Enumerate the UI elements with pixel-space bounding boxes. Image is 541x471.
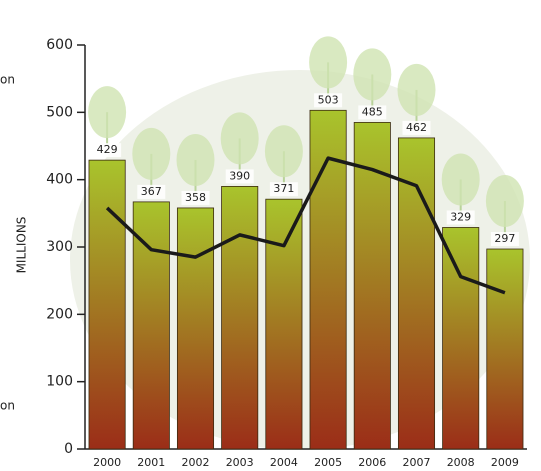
value-label-bg: [314, 93, 343, 108]
y-tick-label: 100: [46, 374, 73, 390]
y-tick-label: 500: [46, 104, 73, 120]
bar: [221, 185, 259, 450]
tree-crown: [132, 127, 171, 180]
bar: [353, 122, 391, 450]
value-label: 485: [362, 105, 383, 118]
bar: [397, 137, 436, 450]
value-label: 358: [185, 191, 206, 204]
value-label-bg: [225, 169, 254, 184]
value-label: 462: [406, 121, 427, 134]
value-label: 367: [141, 185, 162, 198]
tree-crown: [441, 153, 480, 206]
bar: [486, 248, 524, 450]
value-label-bg: [358, 105, 387, 120]
x-tick-label: 2009: [491, 456, 519, 469]
value-label-bg: [181, 190, 210, 205]
tree-crown: [264, 125, 303, 178]
y-tick-label: 200: [46, 306, 73, 322]
y-axis-label: MILLIONS: [15, 217, 29, 274]
x-tick-label: 2006: [358, 456, 386, 469]
bar: [309, 109, 347, 450]
value-label: 429: [97, 143, 118, 156]
tree-crown: [176, 133, 215, 186]
bar: [176, 207, 215, 450]
tree-crown: [88, 86, 127, 139]
value-label: 390: [229, 169, 250, 182]
annotation: on: [0, 73, 15, 87]
y-tick-label: 0: [64, 441, 73, 457]
x-tick-label: 2007: [403, 456, 431, 469]
x-tick-label: 2002: [182, 456, 210, 469]
x-tick-label: 2001: [137, 456, 165, 469]
x-tick-label: 2003: [226, 456, 254, 469]
value-label: 371: [273, 182, 294, 195]
bar: [265, 198, 303, 450]
x-tick-label: 2008: [447, 456, 475, 469]
x-tick-label: 2004: [270, 456, 298, 469]
x-tick-label: 2000: [93, 456, 121, 469]
tree-crown: [309, 36, 348, 89]
value-label-bg: [137, 184, 166, 199]
x-tick-label: 2005: [314, 456, 342, 469]
bar: [442, 227, 480, 450]
value-label-bg: [446, 210, 475, 225]
value-label-bg: [269, 182, 298, 197]
y-tick-label: 600: [46, 37, 73, 53]
value-label: 329: [450, 210, 471, 223]
value-label-bg: [93, 143, 122, 158]
tree-crown: [485, 175, 524, 228]
value-label-bg: [402, 120, 431, 135]
line: [105, 156, 506, 295]
tree-crown: [353, 48, 392, 101]
value-label-bg: [490, 232, 519, 247]
value-label: 503: [318, 93, 339, 106]
bar: [88, 159, 126, 450]
y-tick-label: 300: [46, 239, 73, 255]
bar: [132, 201, 170, 450]
value-label: 297: [494, 232, 515, 245]
annotation: on: [0, 399, 15, 413]
tree-crown: [397, 63, 436, 116]
y-tick-label: 400: [46, 172, 73, 188]
tree-crown: [220, 112, 259, 165]
